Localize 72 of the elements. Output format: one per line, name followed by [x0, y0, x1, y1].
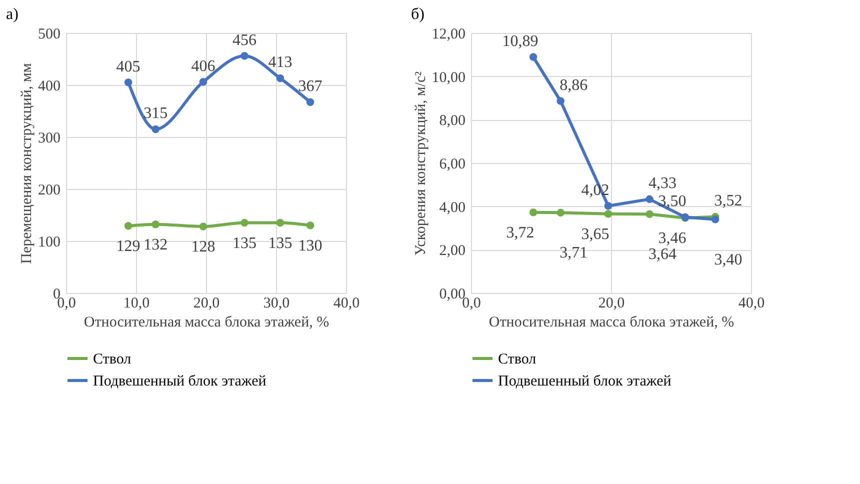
data-label: 135: [268, 234, 292, 252]
data-label: 367: [298, 78, 322, 96]
x-tick-label: 40,0: [738, 296, 765, 312]
point: [604, 202, 612, 210]
y-tick-label: 300: [38, 130, 60, 146]
y-axis-title: Ускорения конструкций, м/с²: [412, 70, 429, 256]
point: [276, 74, 284, 82]
x-tick-label: 30,0: [263, 296, 290, 312]
point: [711, 215, 720, 224]
data-label: 3,46: [658, 230, 686, 248]
point: [152, 220, 160, 228]
data-label: 10,89: [502, 33, 538, 50]
y-tick-label: 200: [38, 182, 60, 198]
point: [276, 218, 284, 227]
x-axis-title: Относительная масса блока этажей, %: [488, 314, 734, 330]
chart-title: б): [411, 6, 424, 23]
point: [556, 208, 564, 216]
data-label: 3,52: [714, 192, 742, 210]
point: [240, 52, 248, 60]
data-label: 132: [144, 236, 168, 254]
y-tick-label: 2,00: [439, 243, 466, 260]
point: [199, 78, 208, 86]
data-label: 3,40: [714, 251, 742, 268]
point: [199, 222, 208, 230]
point: [124, 222, 132, 230]
data-label: 3,64: [648, 246, 676, 264]
legend-label: Ствол: [498, 352, 537, 368]
data-label: 8,86: [560, 77, 588, 94]
legend-label: Ствол: [93, 352, 132, 368]
y-tick-label: 8,00: [439, 113, 466, 130]
y-axis-title: Перемещения конструкций, мм: [19, 62, 35, 264]
data-label: 129: [116, 238, 140, 255]
data-label: 315: [144, 105, 168, 122]
data-label: 135: [232, 234, 256, 252]
x-tick-label: 20,0: [598, 296, 625, 312]
point: [556, 97, 564, 105]
y-tick-label: 4,00: [439, 200, 466, 216]
data-label: 130: [298, 237, 322, 254]
y-tick-label: 12,00: [432, 26, 466, 42]
point: [306, 222, 314, 230]
point: [240, 218, 248, 227]
x-axis-title: Относительная масса блока этажей, %: [84, 314, 330, 330]
data-label: 4,33: [648, 175, 676, 192]
data-label: 128: [191, 238, 216, 256]
legend-label: Подвешенный блок этажей: [93, 374, 266, 390]
point: [152, 125, 160, 134]
x-tick-label: 20,0: [193, 296, 220, 312]
y-tick-label: 100: [38, 234, 60, 250]
x-tick-label: 10,0: [123, 296, 150, 312]
data-label: 413: [268, 54, 292, 72]
point: [604, 210, 612, 218]
data-label: 3,65: [581, 226, 610, 243]
point: [529, 208, 538, 216]
legend-label: Подвешенный блок этажей: [498, 374, 672, 390]
data-label: 3,50: [658, 193, 686, 210]
y-tick-label: 0,00: [439, 286, 466, 302]
data-label: 456: [232, 32, 256, 49]
y-tick-label: 10,00: [432, 70, 466, 86]
point: [646, 210, 654, 218]
y-tick-label: 6,00: [439, 156, 466, 172]
point: [306, 98, 314, 106]
point: [529, 53, 538, 61]
y-tick-label: 500: [38, 26, 60, 42]
data-label: 3,71: [560, 244, 588, 262]
data-label: 405: [116, 58, 140, 76]
x-tick-label: 40,0: [333, 296, 360, 312]
point: [124, 78, 132, 86]
y-tick-label: 400: [38, 78, 60, 94]
chart-title: а): [6, 6, 18, 23]
point: [646, 195, 654, 204]
data-label: 406: [191, 58, 216, 75]
data-label: 3,72: [506, 224, 534, 242]
